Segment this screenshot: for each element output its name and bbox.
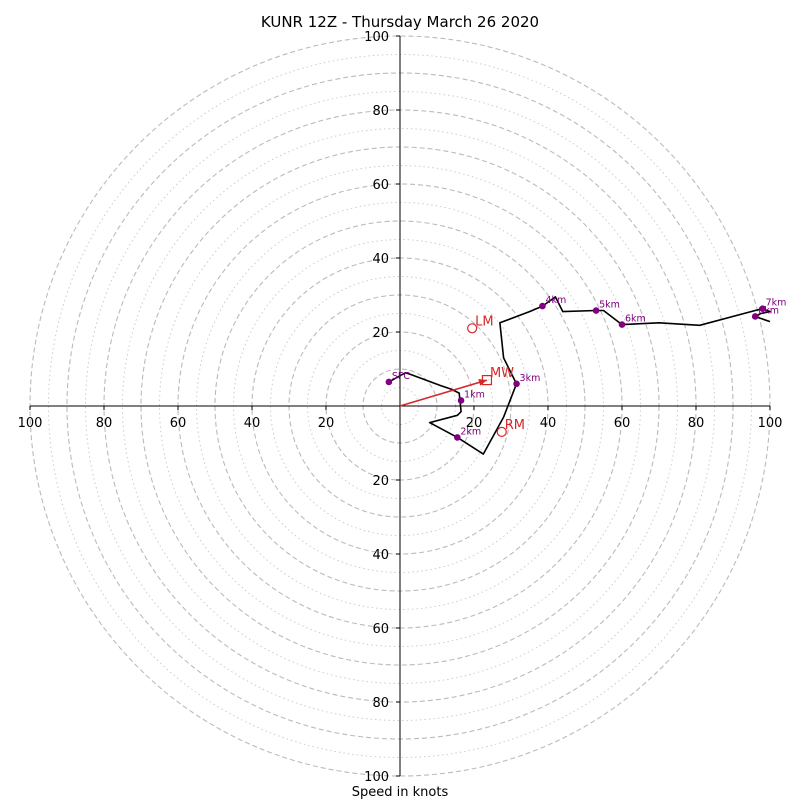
x-tick-label: 40 [540, 416, 557, 431]
height-marker [592, 307, 600, 314]
height-marker [751, 313, 759, 320]
y-tick-label: 80 [372, 696, 389, 711]
storm-motion-marker [481, 375, 493, 386]
x-tick-label: 20 [466, 416, 483, 431]
x-axis-label: Speed in knots [352, 785, 449, 800]
x-tick-label: 80 [96, 416, 113, 431]
mean-wind-shaft [399, 379, 488, 407]
x-tick-label: 80 [688, 416, 705, 431]
wind-trace [388, 296, 771, 455]
height-marker-label: 4km [545, 295, 566, 306]
height-marker-label: 2km [460, 426, 481, 437]
height-marker-label: 1km [464, 389, 485, 400]
y-tick-label: 20 [372, 474, 389, 489]
x-tick-label: 60 [614, 416, 631, 431]
x-tick-labels: 100 80 60 40 20 20 40 60 80 100 [18, 406, 783, 431]
height-marker-label: 6km [625, 314, 646, 325]
height-marker-label: 8km [758, 305, 779, 316]
storm-motion-markers: LM MW RM [467, 314, 525, 437]
x-tick-label: 100 [758, 416, 783, 431]
storm-motion-marker [496, 426, 507, 437]
y-tick-label: 60 [372, 178, 389, 193]
storm-motion-label: LM [475, 314, 493, 329]
hodograph-line [388, 296, 771, 455]
height-marker-label: 7km [766, 298, 787, 309]
height-marker [385, 378, 393, 386]
storm-motion-label: MW [490, 366, 514, 381]
y-tick-label: 100 [364, 30, 389, 45]
y-tick-label: 60 [372, 622, 389, 637]
x-tick-label: 40 [244, 416, 261, 431]
height-marker-label: 5km [599, 300, 620, 311]
storm-motion-marker [467, 323, 478, 334]
y-tick-label: 100 [364, 770, 389, 785]
x-tick-label: 20 [318, 416, 335, 431]
storm-motion-label: RM [505, 418, 525, 433]
chart-title: KUNR 12Z - Thursday March 26 2020 [261, 13, 539, 31]
height-marker-label: 3km [520, 373, 541, 384]
height-marker [618, 321, 626, 328]
x-tick-label: 100 [18, 416, 43, 431]
x-tick-label: 60 [170, 416, 187, 431]
y-tick-label: 20 [372, 326, 389, 341]
height-marker-label: SFC [392, 371, 410, 382]
height-marker [539, 302, 546, 310]
y-tick-label: 80 [372, 104, 389, 119]
height-marker [513, 380, 520, 388]
height-marker [759, 305, 766, 312]
y-tick-label: 40 [372, 252, 389, 267]
height-marker [457, 397, 465, 404]
height-marker [454, 434, 461, 441]
y-tick-label: 40 [372, 548, 389, 563]
y-tick-labels: 100 80 60 40 20 20 40 60 80 100 [364, 30, 400, 785]
